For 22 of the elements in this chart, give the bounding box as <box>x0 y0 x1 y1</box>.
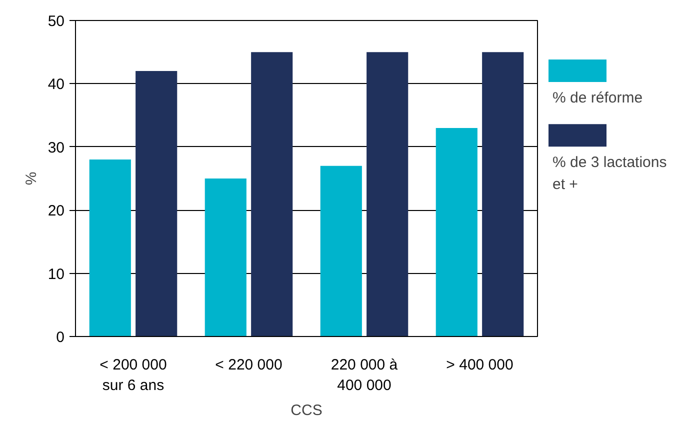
y-axis-title: % <box>22 172 40 186</box>
bar <box>366 52 408 336</box>
legend-label: % de 3 lactations et + <box>552 154 667 194</box>
bar <box>89 160 131 336</box>
y-tick-label: 10 <box>48 266 65 283</box>
x-tick-label: 220 000 à 400 000 <box>330 356 398 394</box>
bar <box>482 52 524 336</box>
y-tick-label: 20 <box>48 202 65 220</box>
bar <box>436 128 478 336</box>
y-tick-label: 50 <box>48 13 65 30</box>
bar <box>251 52 293 336</box>
legend-label: % de réforme <box>552 90 643 107</box>
y-tick-label: 30 <box>48 139 65 156</box>
y-tick-label: 40 <box>48 76 65 94</box>
bar <box>204 178 246 336</box>
x-tick-label: > 400 000 <box>446 356 514 374</box>
x-tick-label: < 220 000 <box>215 356 282 374</box>
y-tick-label: 0 <box>56 329 64 346</box>
bar <box>320 166 362 336</box>
x-axis-title: CCS <box>290 402 322 419</box>
x-tick-label: < 200 000 sur 6 ans <box>100 356 167 394</box>
bar <box>136 71 178 336</box>
